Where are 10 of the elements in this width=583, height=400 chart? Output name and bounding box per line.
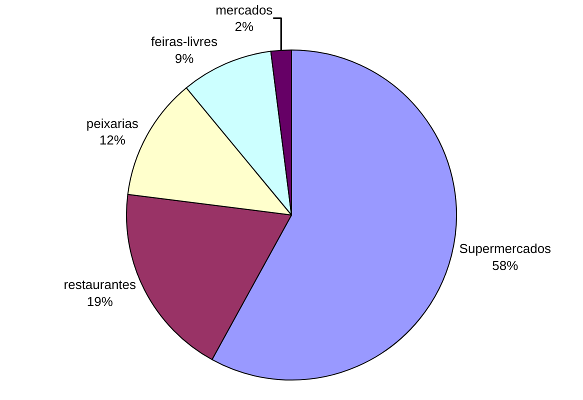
data-label: 12% [99, 132, 126, 148]
data-label: 2% [234, 19, 254, 34]
data-label: 19% [86, 294, 114, 310]
data-label: 9% [174, 51, 194, 66]
slice-label: feiras-livres [151, 34, 218, 50]
slice-label: Supermercados [459, 241, 552, 256]
slice-label: restaurantes [64, 277, 137, 292]
data-label: 58% [492, 258, 519, 273]
slice-label: peixarias [86, 116, 139, 131]
slice-label: mercados [216, 2, 274, 18]
